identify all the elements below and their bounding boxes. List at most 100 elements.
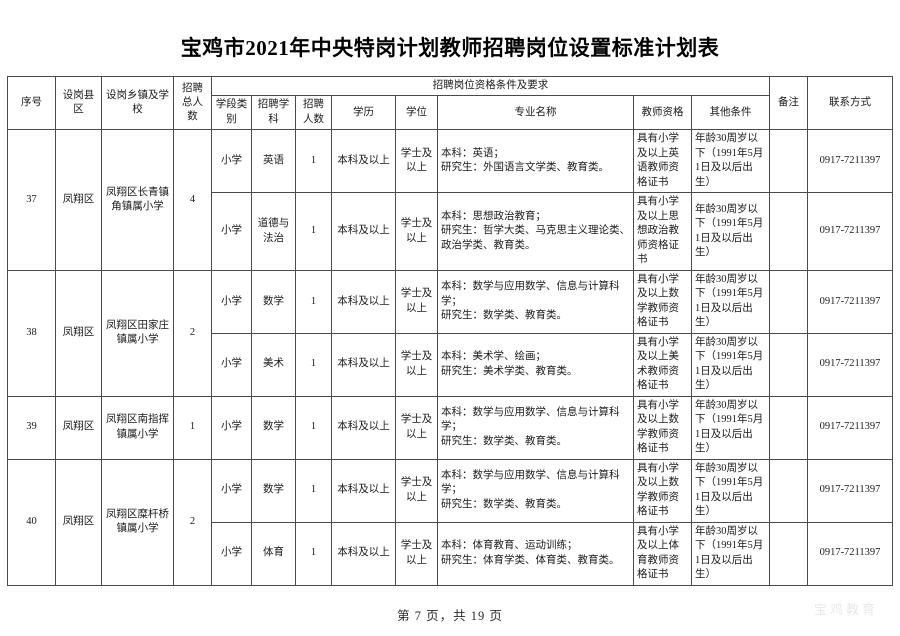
- cell-contact: 0917-7211397: [807, 269, 893, 334]
- cell-school: 凤翔区南指挥镇属小学: [101, 395, 174, 460]
- cell-subject: 美术: [251, 332, 296, 397]
- cell-major: 本科：数学与应用数学、信息与计算科学； 研究生：数学类、教育类。: [437, 269, 634, 334]
- cell-school: 凤翔区田家庄镇属小学: [101, 269, 174, 397]
- header-stage: 学段类别: [211, 95, 252, 131]
- cell-seq: 38: [7, 269, 56, 397]
- cell-remark: [769, 458, 808, 523]
- cell-count: 1: [295, 192, 332, 271]
- cell-major: 本科：体育教育、运动训练； 研究生：体育学类、体育类、教育类。: [437, 521, 634, 586]
- cell-stage: 小学: [211, 269, 252, 334]
- cell-other: 年龄30周岁以下（1991年5月1日及以后出生）: [691, 269, 770, 334]
- cell-teacher-cert: 具有小学及以上数学教师资格证书: [633, 395, 692, 460]
- cell-total: 4: [173, 129, 212, 271]
- cell-county: 凤翔区: [55, 458, 102, 586]
- cell-major: 本科：英语； 研究生：外国语言文学类、教育类。: [437, 129, 634, 194]
- header-other: 其他条件: [691, 95, 770, 131]
- cell-other: 年龄30周岁以下（1991年5月1日及以后出生）: [691, 521, 770, 586]
- cell-total: 2: [173, 269, 212, 397]
- cell-education: 本科及以上: [331, 521, 396, 586]
- cell-seq: 39: [7, 395, 56, 460]
- cell-subject: 数学: [251, 395, 296, 460]
- cell-remark: [769, 521, 808, 586]
- header-count: 招聘人数: [295, 95, 332, 131]
- table-row: 小学 美术 1 本科及以上 学士及以上 本科：美术学、绘画； 研究生：美术学类、…: [8, 332, 893, 397]
- cell-county: 凤翔区: [55, 395, 102, 460]
- cell-degree: 学士及以上: [395, 129, 438, 194]
- cell-education: 本科及以上: [331, 129, 396, 194]
- cell-other: 年龄30周岁以下（1991年5月1日及以后出生）: [691, 129, 770, 194]
- page-number-footer: 第 7 页，共 19 页: [397, 609, 503, 623]
- cell-count: 1: [295, 332, 332, 397]
- cell-teacher-cert: 具有小学及以上数学教师资格证书: [633, 269, 692, 334]
- table-body: 37 凤翔区 凤翔区长青镇角镇属小学 4 小学 英语 1 本科及以上 学士及以上…: [7, 129, 893, 586]
- cell-seq: 37: [7, 129, 56, 271]
- header-subject: 招聘学科: [251, 95, 296, 131]
- cell-contact: 0917-7211397: [807, 521, 893, 586]
- cell-contact: 0917-7211397: [807, 458, 893, 523]
- cell-education: 本科及以上: [331, 192, 396, 271]
- cell-teacher-cert: 具有小学及以上英语教师资格证书: [633, 129, 692, 194]
- cell-count: 1: [295, 269, 332, 334]
- header-seq: 序号: [7, 75, 56, 131]
- cell-teacher-cert: 具有小学及以上数学教师资格证书: [633, 458, 692, 523]
- cell-major: 本科：思想政治教育； 研究生：哲学大类、马克思主义理论类、政治学类、教育类。: [437, 192, 634, 271]
- cell-county: 凤翔区: [55, 129, 102, 271]
- cell-remark: [769, 332, 808, 397]
- cell-subject: 体育: [251, 521, 296, 586]
- cell-count: 1: [295, 129, 332, 194]
- cell-subject: 数学: [251, 458, 296, 523]
- cell-degree: 学士及以上: [395, 332, 438, 397]
- header-education: 学历: [331, 95, 396, 131]
- cell-total: 1: [173, 395, 212, 460]
- cell-school: 凤翔区长青镇角镇属小学: [101, 129, 174, 271]
- cell-teacher-cert: 具有小学及以上思想政治教师资格证书: [633, 192, 692, 271]
- header-major: 专业名称: [437, 95, 634, 131]
- cell-contact: 0917-7211397: [807, 395, 893, 460]
- cell-subject: 道德与法治: [251, 192, 296, 271]
- cell-degree: 学士及以上: [395, 269, 438, 334]
- cell-major: 本科：美术学、绘画； 研究生：美术学类、教育类。: [437, 332, 634, 397]
- table-row: 37 凤翔区 凤翔区长青镇角镇属小学 4 小学 英语 1 本科及以上 学士及以上…: [7, 129, 893, 271]
- header-group-qualifications: 招聘岗位资格条件及要求: [211, 75, 770, 97]
- cell-education: 本科及以上: [331, 395, 396, 460]
- cell-count: 1: [295, 521, 332, 586]
- cell-remark: [769, 269, 808, 334]
- table-row: 小学 体育 1 本科及以上 学士及以上 本科：体育教育、运动训练； 研究生：体育…: [8, 521, 893, 586]
- table-row: 39 凤翔区 凤翔区南指挥镇属小学 1 小学 数学 1 本科及以上 学士及以上 …: [7, 395, 893, 460]
- cell-other: 年龄30周岁以下（1991年5月1日及以后出生）: [691, 395, 770, 460]
- cell-degree: 学士及以上: [395, 395, 438, 460]
- cell-subject: 英语: [251, 129, 296, 194]
- cell-stage: 小学: [211, 458, 252, 523]
- cell-count: 1: [295, 458, 332, 523]
- table-row: 小学 道德与法治 1 本科及以上 学士及以上 本科：思想政治教育； 研究生：哲学…: [8, 192, 893, 271]
- header-contact: 联系方式: [807, 75, 893, 131]
- cell-education: 本科及以上: [331, 458, 396, 523]
- cell-seq: 40: [7, 458, 56, 586]
- cell-stage: 小学: [211, 395, 252, 460]
- cell-teacher-cert: 具有小学及以上美术教师资格证书: [633, 332, 692, 397]
- cell-stage: 小学: [211, 332, 252, 397]
- cell-teacher-cert: 具有小学及以上体育教师资格证书: [633, 521, 692, 586]
- header-row-top: 序号 设岗县区 设岗乡镇及学校 招聘总人数 招聘岗位资格条件及要求 备注 联系方…: [7, 75, 893, 131]
- table-header: 序号 设岗县区 设岗乡镇及学校 招聘总人数 招聘岗位资格条件及要求 备注 联系方…: [7, 75, 893, 131]
- header-teacher-cert: 教师资格: [633, 95, 692, 131]
- cell-degree: 学士及以上: [395, 192, 438, 271]
- cell-stage: 小学: [211, 192, 252, 271]
- cell-count: 1: [295, 395, 332, 460]
- header-degree: 学位: [395, 95, 438, 131]
- cell-stage: 小学: [211, 521, 252, 586]
- cell-remark: [769, 395, 808, 460]
- cell-other: 年龄30周岁以下（1991年5月1日及以后出生）: [691, 458, 770, 523]
- header-county: 设岗县区: [55, 75, 102, 131]
- header-row-sub: 学段类别 招聘学科 招聘人数 学历 学位 专业名称 教师资格 其他条件: [8, 95, 893, 131]
- cell-county: 凤翔区: [55, 269, 102, 397]
- recruitment-plan-table: 序号 设岗县区 设岗乡镇及学校 招聘总人数 招聘岗位资格条件及要求 备注 联系方…: [7, 75, 893, 586]
- cell-remark: [769, 129, 808, 194]
- cell-major: 本科：数学与应用数学、信息与计算科学； 研究生：数学类、教育类。: [437, 395, 634, 460]
- cell-degree: 学士及以上: [395, 521, 438, 586]
- header-school: 设岗乡镇及学校: [101, 75, 174, 131]
- cell-school: 凤翔区糜杆桥镇属小学: [101, 458, 174, 586]
- header-remark: 备注: [769, 75, 808, 131]
- cell-total: 2: [173, 458, 212, 586]
- cell-education: 本科及以上: [331, 269, 396, 334]
